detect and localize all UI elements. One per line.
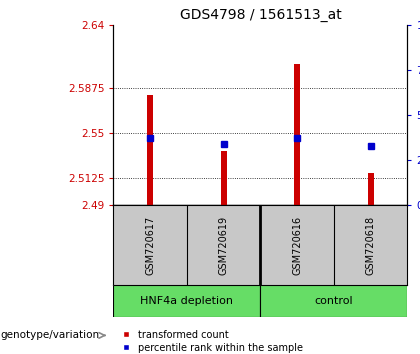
Text: GSM720616: GSM720616 bbox=[292, 216, 302, 275]
Text: HNF4a depletion: HNF4a depletion bbox=[140, 296, 234, 306]
Bar bbox=[368, 173, 374, 205]
Text: GSM720619: GSM720619 bbox=[219, 216, 228, 275]
Text: GSM720618: GSM720618 bbox=[366, 216, 375, 275]
Bar bbox=[221, 151, 227, 205]
Text: GSM720617: GSM720617 bbox=[145, 216, 155, 275]
Text: control: control bbox=[315, 296, 353, 306]
Bar bbox=[113, 285, 260, 317]
Bar bbox=[260, 285, 407, 317]
Text: genotype/variation: genotype/variation bbox=[0, 330, 105, 341]
Legend: transformed count, percentile rank within the sample: transformed count, percentile rank withi… bbox=[123, 330, 303, 353]
Bar bbox=[294, 64, 300, 205]
Title: GDS4798 / 1561513_at: GDS4798 / 1561513_at bbox=[179, 8, 341, 22]
Bar bbox=[147, 95, 153, 205]
